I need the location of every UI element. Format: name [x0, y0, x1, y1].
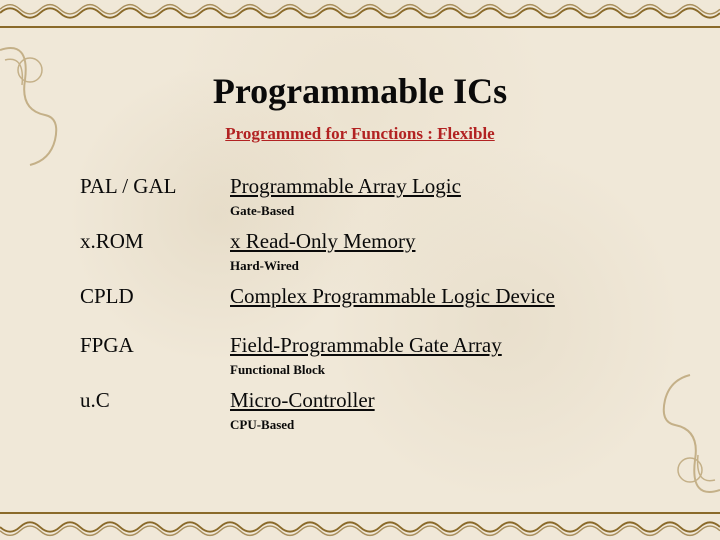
note-row: Gate-Based — [80, 203, 640, 219]
definition-row: CPLDComplex Programmable Logic Device — [80, 284, 640, 309]
definition-row: FPGAField-Programmable Gate Array — [80, 333, 640, 358]
note-row: Hard-Wired — [80, 258, 640, 274]
term-label: FPGA — [80, 333, 230, 358]
definition-row: x.ROMx Read-Only Memory — [80, 229, 640, 254]
term-label: PAL / GAL — [80, 174, 230, 199]
slide-subtitle: Programmed for Functions : Flexible — [80, 124, 640, 144]
definition-row: PAL / GALProgrammable Array Logic — [80, 174, 640, 199]
definition-text: Programmable Array Logic — [230, 174, 461, 199]
note-text: Gate-Based — [230, 203, 294, 219]
definition-text: Micro-Controller — [230, 388, 375, 413]
definition-list: PAL / GALProgrammable Array Logic Gate-Ba… — [80, 174, 640, 433]
note-text: Functional Block — [230, 362, 325, 378]
term-label: u.C — [80, 388, 230, 413]
note-text: CPU-Based — [230, 417, 294, 433]
note-row: Functional Block — [80, 362, 640, 378]
term-label: x.ROM — [80, 229, 230, 254]
slide-content: Programmable ICs Programmed for Function… — [0, 0, 720, 477]
slide-title: Programmable ICs — [80, 70, 640, 112]
decorative-border-bottom — [0, 512, 720, 540]
definition-row: u.CMicro-Controller — [80, 388, 640, 413]
note-text: Hard-Wired — [230, 258, 299, 274]
row-spacer — [80, 309, 640, 323]
definition-text: x Read-Only Memory — [230, 229, 415, 254]
definition-text: Complex Programmable Logic Device — [230, 284, 555, 309]
term-label: CPLD — [80, 284, 230, 309]
note-row: CPU-Based — [80, 417, 640, 433]
definition-text: Field-Programmable Gate Array — [230, 333, 502, 358]
